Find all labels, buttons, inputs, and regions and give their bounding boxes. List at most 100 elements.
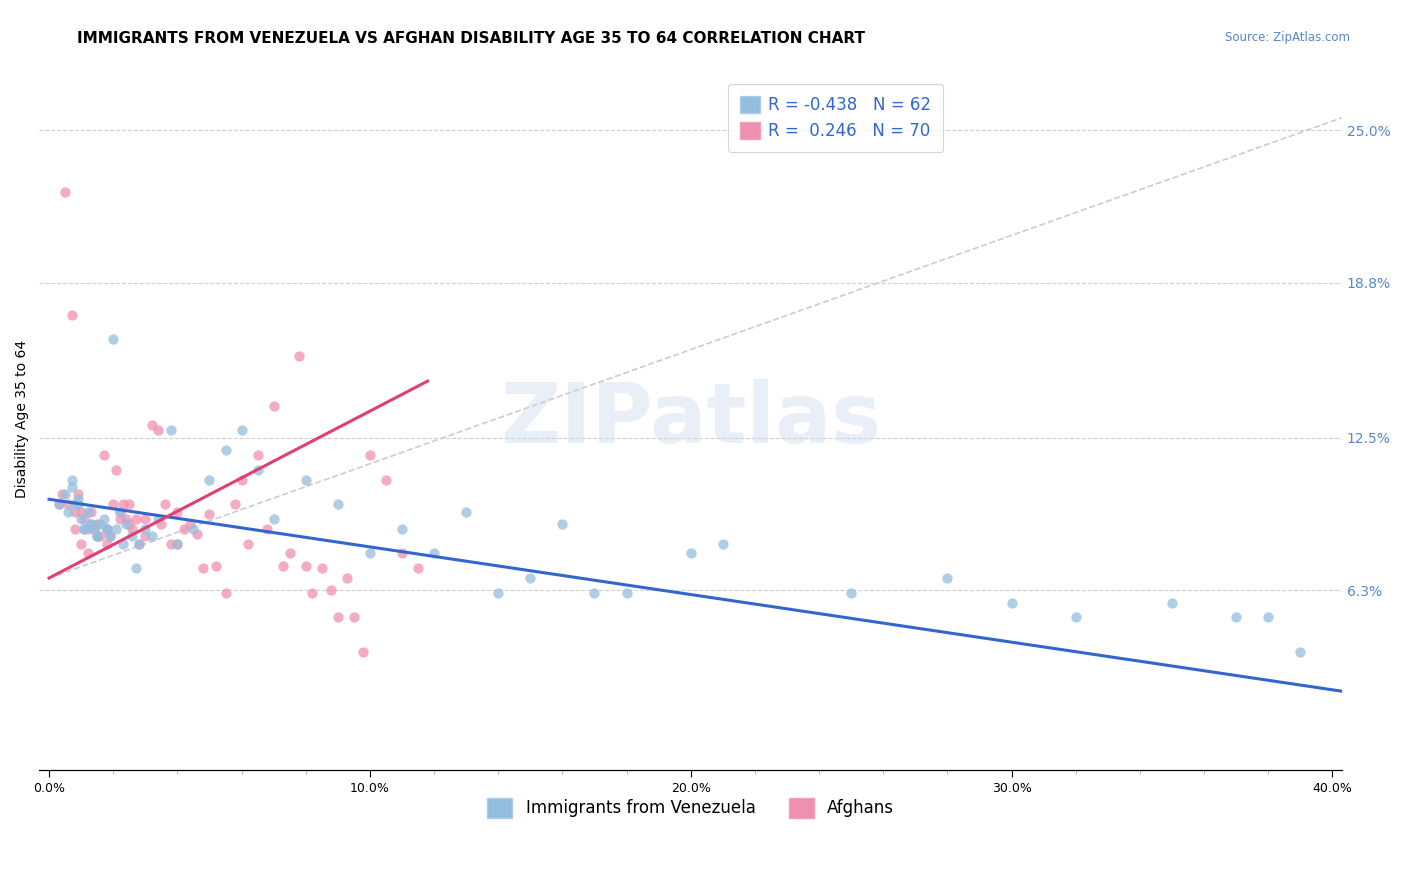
Point [1064,610,1087,624]
Point [115,512,138,526]
Point [374,473,396,487]
Point [76,504,98,518]
Point [551,516,574,531]
Y-axis label: Disability Age 35 to 64: Disability Age 35 to 64 [15,340,30,499]
Point [391,546,413,560]
Point [191,561,214,575]
Point [359,546,381,560]
Point [96,522,118,536]
Legend: Immigrants from Venezuela, Afghans: Immigrants from Venezuela, Afghans [481,791,901,825]
Point [60,480,83,494]
Point [326,497,349,511]
Point [231,423,253,437]
Point [51,487,73,501]
Point [89,516,111,531]
Point [246,463,269,477]
Point [160,423,183,437]
Point [86,529,108,543]
Point [124,561,146,575]
Point [111,536,134,550]
Point [124,512,146,526]
Point [98,529,121,543]
Point [108,504,131,518]
Point [1161,596,1184,610]
Point [121,522,143,536]
Point [186,526,208,541]
Point [128,536,150,550]
Point [63,504,86,518]
Point [134,522,156,536]
Point [73,522,96,536]
Point [288,350,311,364]
Text: ZIPatlas: ZIPatlas [501,379,882,459]
Point [205,558,228,573]
Point [83,522,105,536]
Point [214,443,236,458]
Point [353,645,375,659]
Point [141,529,163,543]
Point [173,522,195,536]
Point [105,522,128,536]
Point [146,423,169,437]
Point [179,516,201,531]
Point [278,546,301,560]
Point [134,529,156,543]
Point [1257,610,1279,624]
Point [58,497,80,511]
Point [121,529,143,543]
Point [301,586,323,600]
Point [231,473,253,487]
Point [406,561,429,575]
Point [108,504,131,518]
Point [236,536,259,550]
Point [616,586,638,600]
Point [70,512,93,526]
Point [1289,645,1312,659]
Point [1000,596,1022,610]
Point [336,571,359,585]
Point [76,522,98,536]
Point [96,536,118,550]
Point [198,473,221,487]
Point [519,571,541,585]
Point [343,610,366,624]
Point [73,522,96,536]
Point [263,399,285,413]
Point [70,536,93,550]
Point [86,529,108,543]
Point [73,512,96,526]
Point [108,512,131,526]
Point [486,586,509,600]
Point [66,492,89,507]
Point [263,512,285,526]
Point [256,522,278,536]
Point [326,610,349,624]
Point [271,558,294,573]
Point [134,512,156,526]
Point [214,586,236,600]
Point [166,536,188,550]
Point [936,571,959,585]
Point [166,536,188,550]
Point [456,504,478,518]
Point [583,586,606,600]
Point [96,522,118,536]
Point [224,497,246,511]
Point [423,546,446,560]
Point [63,497,86,511]
Point [93,512,115,526]
Point [150,516,173,531]
Point [311,561,333,575]
Point [66,487,89,501]
Text: Source: ZipAtlas.com: Source: ZipAtlas.com [1225,31,1350,45]
Point [1225,610,1247,624]
Point [153,497,176,511]
Point [141,418,163,433]
Point [80,504,103,518]
Point [146,512,169,526]
Point [118,497,141,511]
Point [98,529,121,543]
Point [111,497,134,511]
Point [58,504,80,518]
Point [166,504,188,518]
